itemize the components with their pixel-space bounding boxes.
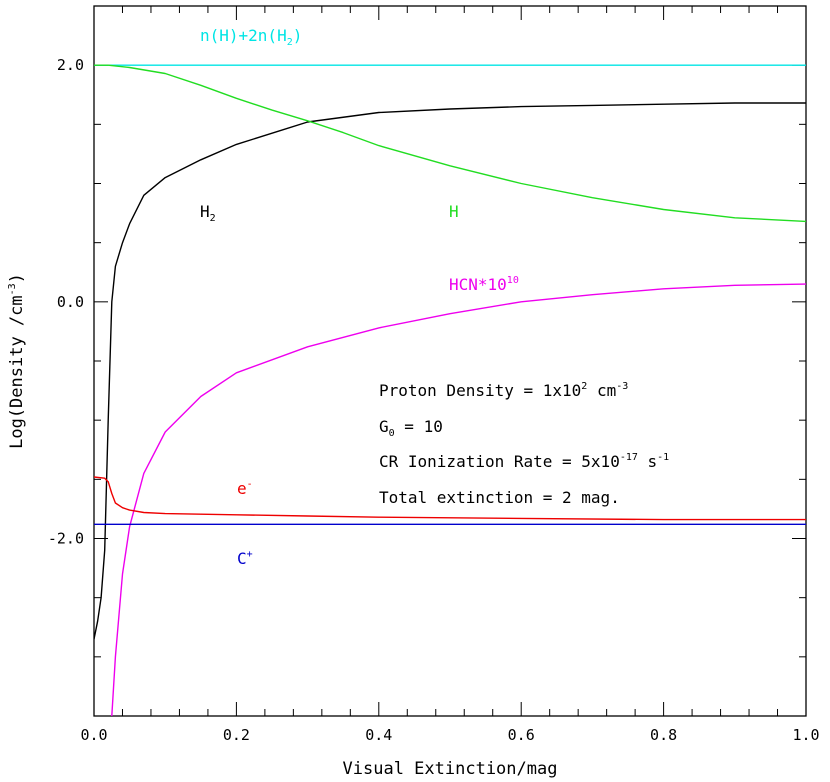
annotation-g0: G0 = 10 [379, 417, 443, 439]
series-line-e- [94, 476, 806, 521]
x-tick-label: 0.6 [508, 726, 535, 744]
series-line-hcn-10-10 [111, 283, 806, 716]
tick-labels: 0.0 0.2 0.4 0.6 0.8 1.0 -2.0 0.0 2.0 [48, 56, 820, 744]
series-line-h [94, 64, 806, 223]
x-tick-label: 0.8 [650, 726, 677, 744]
label-total-hydrogen: n(H)+2n(H2) [200, 26, 302, 48]
y-tick-label: 2.0 [57, 56, 84, 74]
label-h2: H2 [200, 202, 216, 224]
x-tick-label: 0.4 [365, 726, 392, 744]
plot-frame [93, 5, 807, 717]
x-tick-label: 0.0 [80, 726, 107, 744]
x-axis-title: Visual Extinction/mag [343, 759, 558, 779]
label-electron: e- [237, 479, 253, 498]
x-tick-label: 1.0 [792, 726, 819, 744]
axis-ticks [93, 5, 807, 717]
annotation-proton-density: Proton Density = 1x102 cm-3 [379, 381, 628, 400]
series-lines [94, 64, 806, 716]
y-axis-title-sup: -3 [7, 283, 18, 295]
annotation-cr-rate: CR Ionization Rate = 5x10-17 s-1 [379, 452, 669, 471]
label-cplus: C+ [237, 549, 253, 568]
y-tick-label: -2.0 [48, 530, 84, 548]
label-h: H [449, 202, 459, 221]
x-tick-label: 0.2 [223, 726, 250, 744]
annotation-total-extinction: Total extinction = 2 mag. [379, 488, 620, 507]
label-hcn: HCN*1010 [449, 275, 519, 294]
y-axis-title: Log(Density /cm-3) [7, 273, 27, 449]
y-tick-label: 0.0 [57, 293, 84, 311]
series-line-h2 [94, 102, 806, 640]
